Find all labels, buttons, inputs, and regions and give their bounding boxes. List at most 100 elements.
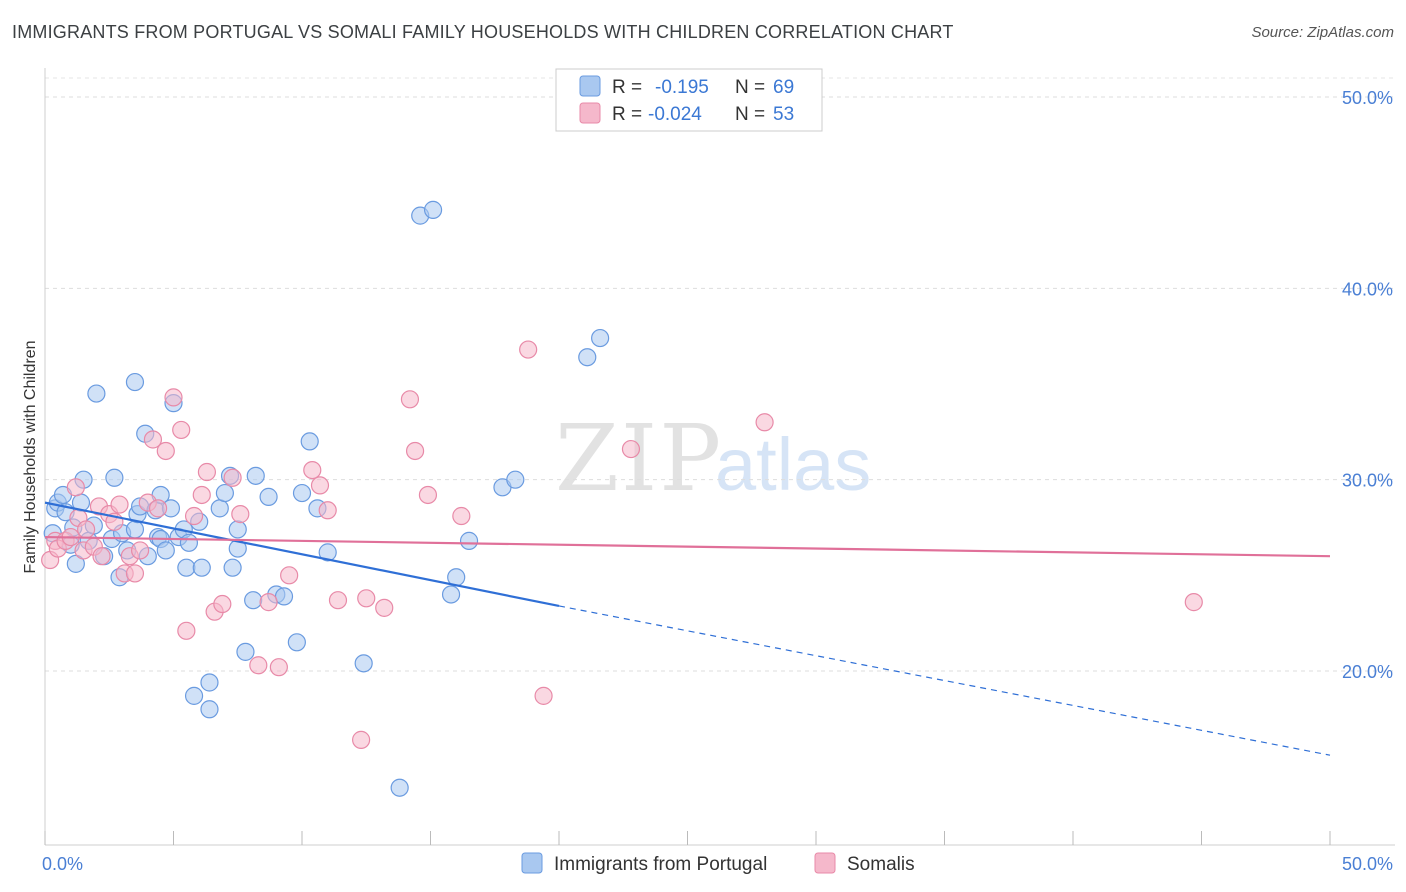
data-point: [352, 730, 371, 749]
legend-n-label-portugal: N =: [735, 77, 765, 98]
data-point: [287, 633, 306, 652]
legend: R = -0.195 N = 69 R = -0.024 N = 53: [555, 68, 823, 132]
data-point: [292, 483, 312, 503]
y-tick-label: 30.0%: [1342, 471, 1393, 491]
data-point: [143, 430, 163, 449]
trend-line-somalis: [44, 535, 1331, 558]
data-point: [66, 478, 85, 497]
bottom-legend: Immigrants from Portugal Somalis: [521, 852, 915, 875]
data-point: [328, 591, 348, 610]
data-point: [591, 328, 610, 348]
data-point: [310, 476, 330, 495]
data-point: [418, 485, 438, 505]
data-point: [125, 520, 145, 539]
data-point: [318, 501, 337, 520]
data-point: [87, 384, 106, 403]
series-portugal: [43, 200, 610, 797]
data-point: [177, 621, 196, 640]
data-point: [357, 589, 376, 608]
legend-r-value-portugal: -0.195: [655, 77, 709, 98]
data-point: [231, 505, 250, 524]
data-point: [459, 531, 479, 550]
data-point: [318, 543, 337, 562]
data-point: [210, 499, 229, 518]
legend-r-label-portugal: R =: [612, 77, 642, 98]
series-somalis: [41, 340, 1203, 749]
trend-line-portugal: [44, 501, 560, 608]
legend-r-value-somalis: -0.024: [648, 104, 702, 125]
scatter-points: [41, 200, 1203, 797]
data-point: [184, 506, 204, 526]
data-point: [184, 686, 204, 705]
data-point: [179, 533, 199, 552]
bottom-legend-label-portugal: Immigrants from Portugal: [554, 854, 767, 875]
data-point: [246, 466, 265, 485]
data-point: [92, 547, 111, 566]
data-point: [172, 420, 191, 440]
data-point: [354, 654, 373, 673]
data-point: [236, 642, 255, 661]
y-axis-label: Family Households with Children: [22, 341, 39, 574]
data-point: [405, 441, 425, 461]
data-point: [269, 658, 288, 677]
data-point: [249, 656, 268, 675]
legend-n-value-somalis: 53: [773, 104, 794, 125]
data-point: [228, 520, 247, 539]
data-point: [148, 499, 168, 518]
data-point: [164, 388, 183, 407]
x-tick-label-start: 0.0%: [42, 854, 83, 874]
source-label: Source: ZipAtlas.com: [1251, 24, 1394, 41]
data-point: [223, 558, 242, 577]
watermark-zip: ZIP: [555, 405, 723, 512]
legend-swatch-portugal: [579, 75, 601, 97]
legend-n-label-somalis: N =: [735, 104, 765, 125]
data-point: [200, 700, 219, 719]
data-point: [755, 413, 774, 432]
data-point: [578, 348, 597, 367]
data-point: [177, 558, 196, 577]
data-point: [77, 520, 96, 539]
y-tick-labels: 20.0% 30.0% 40.0% 50.0%: [1342, 88, 1393, 682]
x-tick-labels: 0.0% 50.0%: [42, 854, 1393, 874]
data-point: [200, 673, 219, 692]
bottom-legend-label-somalis: Somalis: [847, 854, 915, 875]
data-point: [303, 461, 322, 480]
axes: [44, 68, 1395, 846]
x-tick-label-end: 50.0%: [1342, 854, 1393, 874]
data-point: [300, 432, 319, 451]
data-point: [192, 485, 211, 505]
data-point: [125, 564, 145, 583]
data-point: [259, 487, 278, 506]
data-point: [259, 593, 278, 612]
data-point: [274, 587, 294, 606]
data-point: [423, 200, 443, 219]
data-point: [156, 441, 175, 461]
y-tick-label: 40.0%: [1342, 279, 1393, 299]
data-point: [156, 541, 175, 560]
data-point: [506, 470, 525, 489]
data-point: [519, 340, 538, 359]
data-point: [452, 506, 471, 526]
data-point: [441, 585, 461, 604]
y-tick-label: 20.0%: [1342, 662, 1393, 682]
data-point: [1184, 593, 1203, 612]
gridlines: [45, 77, 1395, 672]
legend-n-value-portugal: 69: [773, 77, 794, 98]
bottom-legend-swatch-somalis: [814, 852, 836, 874]
data-point: [110, 495, 129, 514]
data-point: [215, 483, 234, 503]
data-point: [400, 390, 420, 409]
legend-r-label-somalis: R =: [612, 104, 642, 125]
trend-lines: [44, 501, 1331, 756]
data-point: [223, 468, 242, 487]
y-tick-label: 50.0%: [1342, 88, 1393, 108]
data-point: [390, 778, 409, 797]
data-point: [192, 558, 211, 577]
data-point: [375, 598, 394, 617]
legend-swatch-somalis: [579, 102, 601, 124]
trend-line-portugal-extrapolated: [558, 605, 1331, 756]
data-point: [244, 591, 263, 610]
data-point: [280, 566, 299, 585]
watermark-atlas: atlas: [715, 423, 871, 506]
